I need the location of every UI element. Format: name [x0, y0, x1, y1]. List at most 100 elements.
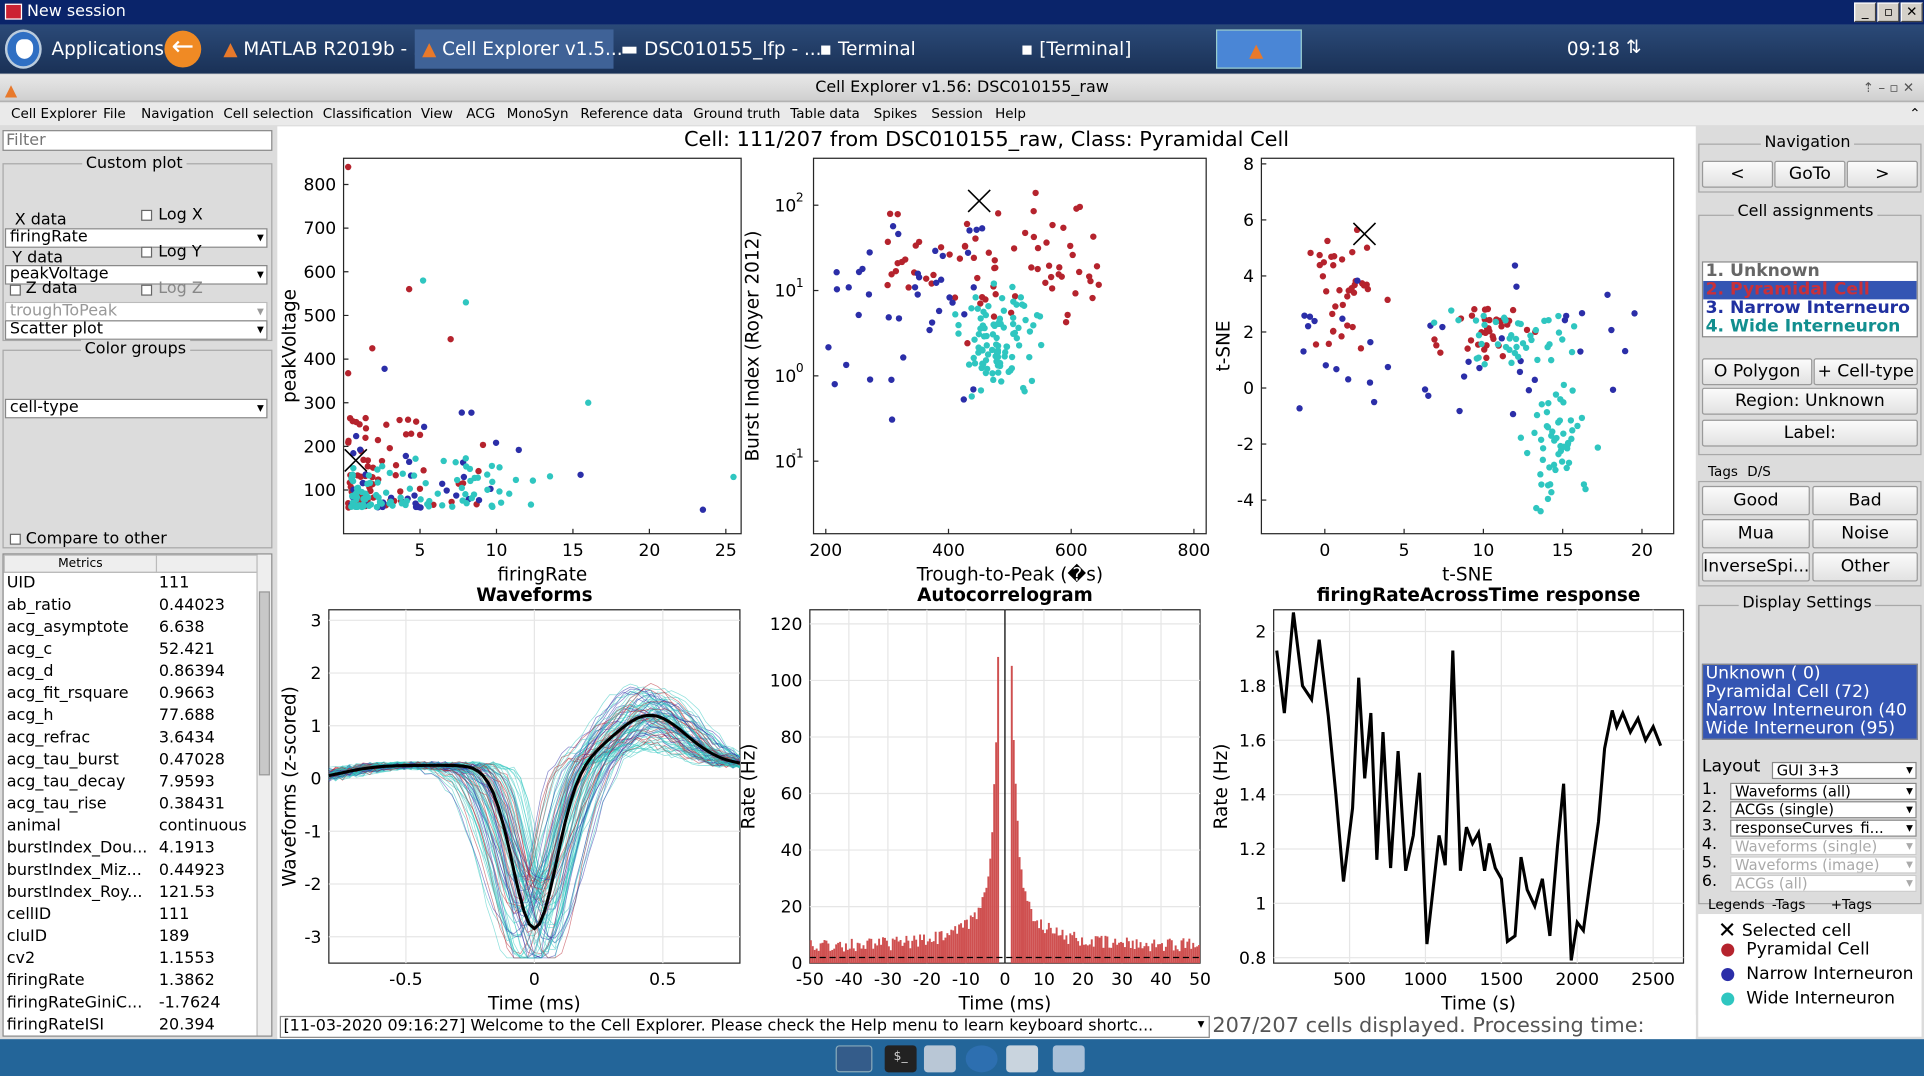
- tab-plus-tags[interactable]: +Tags: [1831, 897, 1872, 913]
- menu-file[interactable]: File: [103, 105, 126, 122]
- tag-inverse-spike-button[interactable]: InverseSpi...: [1701, 552, 1810, 582]
- add-celltype-button[interactable]: + Cell-type: [1813, 358, 1918, 386]
- metrics-row[interactable]: firingRate 1.3862: [4, 970, 257, 992]
- x-data-select[interactable]: firingRate: [4, 228, 268, 248]
- groups-list[interactable]: Unknown ( 0) Pyramidal Cell (72) Narrow …: [1701, 663, 1918, 740]
- layout-row-select[interactable]: Waveforms (image): [1730, 856, 1917, 874]
- metrics-row[interactable]: firingRateGiniC... -1.7624: [4, 993, 257, 1015]
- metrics-row[interactable]: ab_ratio 0.44023: [4, 595, 257, 617]
- menu-reference-data[interactable]: Reference data: [580, 105, 684, 122]
- menu-cell-explorer[interactable]: Cell Explorer: [11, 105, 97, 122]
- metrics-row[interactable]: acg_c 52.421: [4, 639, 257, 661]
- metrics-row[interactable]: acg_tau_decay 7.9593: [4, 772, 257, 794]
- metrics-row[interactable]: burstIndex_Dou... 4.1913: [4, 838, 257, 860]
- plot-type-select[interactable]: Scatter plot: [4, 320, 268, 340]
- applications-logo-icon[interactable]: [4, 29, 42, 69]
- next-button[interactable]: >: [1846, 160, 1918, 188]
- metrics-row[interactable]: acg_h 77.688: [4, 705, 257, 727]
- scroll-thumb[interactable]: [258, 591, 270, 776]
- assignment-narrow[interactable]: 3. Narrow Interneuro: [1705, 298, 1910, 318]
- log-y-checkbox[interactable]: [141, 246, 153, 258]
- menu-session[interactable]: Session: [931, 105, 983, 122]
- z-data-checkbox[interactable]: [9, 284, 21, 296]
- layout-select[interactable]: GUI 3+3: [1771, 761, 1917, 780]
- compare-checkbox[interactable]: [9, 533, 21, 545]
- metrics-row[interactable]: burstIndex_Miz... 0.44923: [4, 860, 257, 882]
- menu-cell-selection[interactable]: Cell selection: [223, 105, 314, 122]
- task-terminal-2[interactable]: ▪ [Terminal]: [1016, 29, 1136, 68]
- layout-row-select[interactable]: Waveforms (single): [1730, 837, 1917, 856]
- menu-ground-truth[interactable]: Ground truth: [693, 105, 781, 122]
- goto-button[interactable]: GoTo: [1774, 160, 1846, 188]
- menu-classification[interactable]: Classification: [322, 105, 413, 122]
- layout-row-select[interactable]: responseCurves_fi...: [1730, 819, 1917, 837]
- prev-button[interactable]: <: [1701, 160, 1774, 188]
- show-desktop-icon[interactable]: [835, 1045, 873, 1073]
- tab-ds[interactable]: D/S: [1747, 464, 1771, 480]
- tab-legends[interactable]: Legends: [1708, 897, 1765, 913]
- toolbar-arrow-icon[interactable]: ⌃: [1909, 105, 1921, 122]
- polygon-button[interactable]: O Polygon: [1701, 358, 1813, 386]
- search-icon[interactable]: [1006, 1045, 1039, 1073]
- metrics-row[interactable]: acg_refrac 3.6434: [4, 728, 257, 750]
- assignment-wide[interactable]: 4. Wide Interneuron: [1705, 316, 1901, 337]
- network-icon[interactable]: ⇅: [1625, 35, 1642, 58]
- metrics-row[interactable]: cv2 1.1553: [4, 948, 257, 970]
- applications-menu[interactable]: Applications: [51, 38, 164, 61]
- y-data-select[interactable]: peakVoltage: [4, 265, 268, 285]
- assignment-pyramidal[interactable]: 2. Pyramidal Cell: [1703, 280, 1917, 300]
- menu-table-data[interactable]: Table data: [790, 105, 860, 122]
- group-pyramidal[interactable]: Pyramidal Cell (72): [1705, 682, 1870, 702]
- task-terminal[interactable]: ▪ Terminal: [815, 29, 921, 68]
- group-unknown[interactable]: Unknown ( 0): [1705, 663, 1821, 684]
- menu-help[interactable]: Help: [995, 105, 1026, 122]
- window-controls[interactable]: ⇡ – ▫ ✕: [1862, 79, 1915, 96]
- region-button[interactable]: Region: Unknown: [1701, 387, 1918, 415]
- group-wide[interactable]: Wide Interneuron (95): [1705, 718, 1896, 739]
- task-matlab-figure[interactable]: ▲: [1215, 29, 1302, 69]
- metrics-row[interactable]: UID 111: [4, 572, 257, 595]
- metrics-row[interactable]: cluID 189: [4, 926, 257, 948]
- tag-mua-button[interactable]: Mua: [1701, 518, 1810, 549]
- log-x-checkbox[interactable]: [141, 209, 153, 221]
- tab-minus-tags[interactable]: -Tags: [1772, 897, 1806, 913]
- metrics-row[interactable]: burstIndex_Roy... 121.53: [4, 882, 257, 904]
- task-folder[interactable]: ▬ DSC010155_lfp - ...: [616, 29, 826, 68]
- minimize-button[interactable]: _: [1854, 2, 1877, 23]
- tag-bad-button[interactable]: Bad: [1812, 485, 1918, 516]
- plots-canvas[interactable]: 5 10 15 20 25100200300400500600700800firingR…: [277, 126, 1695, 1015]
- terminal-icon[interactable]: $_: [884, 1045, 917, 1073]
- message-select[interactable]: [11-03-2020 09:16:27] Welcome to the Cel…: [279, 1015, 1210, 1038]
- close-button[interactable]: ✕: [1900, 2, 1923, 23]
- menu-spikes[interactable]: Spikes: [873, 105, 918, 122]
- metrics-table[interactable]: Metrics UID 111 ab_ratio 0.44023 acg_asympto…: [2, 553, 273, 1037]
- metrics-scrollbar[interactable]: [256, 554, 272, 1036]
- filter-input[interactable]: [2, 130, 273, 151]
- files-icon[interactable]: [923, 1045, 956, 1073]
- menu-navigation[interactable]: Navigation: [141, 105, 214, 122]
- maximize-button[interactable]: ▫: [1877, 2, 1900, 23]
- chevron-down-icon[interactable]: ▾: [1197, 1015, 1205, 1032]
- log-z-checkbox[interactable]: [141, 284, 153, 296]
- tag-noise-button[interactable]: Noise: [1812, 518, 1918, 549]
- tab-tags[interactable]: Tags: [1708, 464, 1738, 480]
- folder-icon[interactable]: [1052, 1045, 1085, 1073]
- task-cell-explorer[interactable]: ▲ Cell Explorer v1.5...: [414, 29, 623, 69]
- browser-icon[interactable]: [965, 1045, 998, 1073]
- metrics-row[interactable]: acg_tau_burst 0.47028: [4, 750, 257, 772]
- metrics-row[interactable]: animal continuous: [4, 816, 257, 838]
- menu-acg[interactable]: ACG: [466, 105, 496, 122]
- layout-row-select[interactable]: Waveforms (all): [1730, 782, 1917, 800]
- label-button[interactable]: Label:: [1701, 419, 1918, 447]
- back-arrow-icon[interactable]: ←: [164, 30, 202, 68]
- assignment-unknown[interactable]: 1. Unknown: [1705, 261, 1820, 281]
- metrics-row[interactable]: acg_fit_rsquare 0.9663: [4, 683, 257, 705]
- metrics-row[interactable]: acg_d 0.86394: [4, 661, 257, 683]
- group-narrow[interactable]: Narrow Interneuron (40: [1705, 700, 1907, 721]
- layout-row-select[interactable]: ACGs (all): [1730, 874, 1917, 892]
- metrics-row[interactable]: acg_asymptote 6.638: [4, 617, 257, 639]
- assignments-list[interactable]: 1. Unknown 2. Pyramidal Cell 3. Narrow I…: [1701, 261, 1918, 338]
- metrics-row[interactable]: acg_tau_rise 0.38431: [4, 794, 257, 816]
- menu-monosyn[interactable]: MonoSyn: [506, 105, 569, 122]
- layout-row-select[interactable]: ACGs (single): [1730, 801, 1917, 819]
